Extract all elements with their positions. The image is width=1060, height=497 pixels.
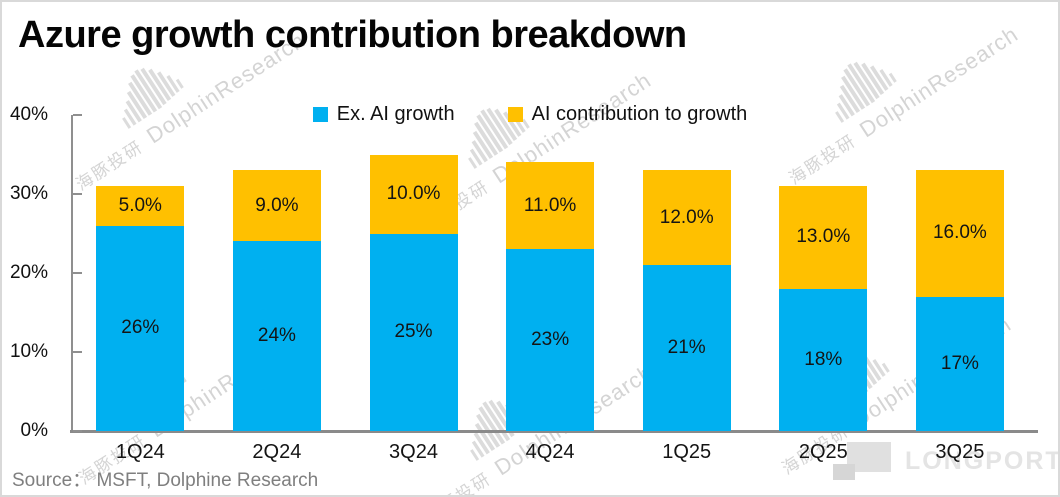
bar-value-label: 16.0% (932, 222, 987, 244)
bar-value-label: 10.0% (386, 183, 441, 204)
x-tick-label-3q25: 3Q25 (935, 441, 985, 463)
legend-item-0: Ex. AI growth (312, 103, 455, 126)
bar-value-label: 24% (257, 325, 296, 347)
bar-segment-3q25-series-0: 17% (915, 296, 1004, 431)
chart-title: Azure growth contribution breakdown (18, 14, 687, 56)
x-tick-label-1q24: 1Q24 (115, 441, 165, 463)
bar-value-label: 17% (940, 352, 979, 374)
bar-value-label: 5.0% (118, 194, 162, 216)
bar-value-label: 12.0% (659, 206, 714, 228)
y-tick-label: 10% (9, 341, 48, 362)
bar-segment-2q25-series-1: 13.0% (779, 186, 868, 289)
y-tick-mark (73, 430, 82, 432)
bar-value-label: 23% (531, 329, 570, 351)
x-axis-line (70, 430, 1038, 433)
x-tick-label-2q24: 2Q24 (252, 441, 302, 463)
x-tick-label-4q24: 4Q24 (525, 441, 575, 463)
bar-value-label: 25% (394, 321, 433, 343)
bar-segment-3q24-series-1: 10.0% (369, 154, 458, 234)
bar-segment-1q24-series-1: 5.0% (96, 186, 185, 226)
y-tick-label: 30% (9, 183, 48, 204)
source-note: Source： MSFT, Dolphine Research (12, 470, 319, 491)
y-tick-mark (73, 193, 82, 195)
bar-value-label: 26% (121, 317, 160, 339)
y-tick-mark (73, 114, 82, 116)
x-tick-label-2q25: 2Q25 (798, 441, 848, 463)
bar-value-label: 13.0% (796, 226, 851, 248)
y-axis-line (71, 115, 73, 432)
bar-segment-1q25-series-0: 21% (642, 265, 731, 431)
y-tick-label: 0% (20, 420, 48, 441)
y-tick-mark (73, 272, 82, 274)
bar-segment-2q25-series-0: 18% (779, 288, 868, 431)
bar-value-label: 11.0% (523, 194, 577, 216)
y-tick-label: 40% (9, 104, 48, 125)
y-tick-label: 20% (9, 262, 48, 283)
legend-label: AI contribution to growth (531, 103, 748, 125)
bar-segment-4q24-series-0: 23% (506, 249, 595, 431)
y-tick-mark (73, 351, 82, 353)
bar-value-label: 18% (804, 348, 843, 370)
x-tick-label-3q24: 3Q24 (389, 441, 438, 463)
x-tick-label-1q25: 1Q25 (662, 441, 712, 463)
bar-segment-3q24-series-0: 25% (369, 233, 458, 431)
legend-label: Ex. AI growth (336, 103, 455, 125)
bar-segment-1q25-series-1: 12.0% (642, 170, 731, 266)
bar-value-label: 9.0% (255, 194, 299, 216)
bar-segment-3q25-series-1: 16.0% (915, 170, 1004, 297)
bar-segment-2q24-series-0: 24% (232, 241, 321, 431)
legend-swatch-icon (312, 107, 328, 122)
bar-segment-1q24-series-0: 26% (96, 225, 185, 431)
bar-value-label: 21% (667, 337, 706, 359)
bar-segment-2q24-series-1: 9.0% (232, 170, 321, 242)
bar-segment-4q24-series-1: 11.0% (506, 162, 595, 250)
